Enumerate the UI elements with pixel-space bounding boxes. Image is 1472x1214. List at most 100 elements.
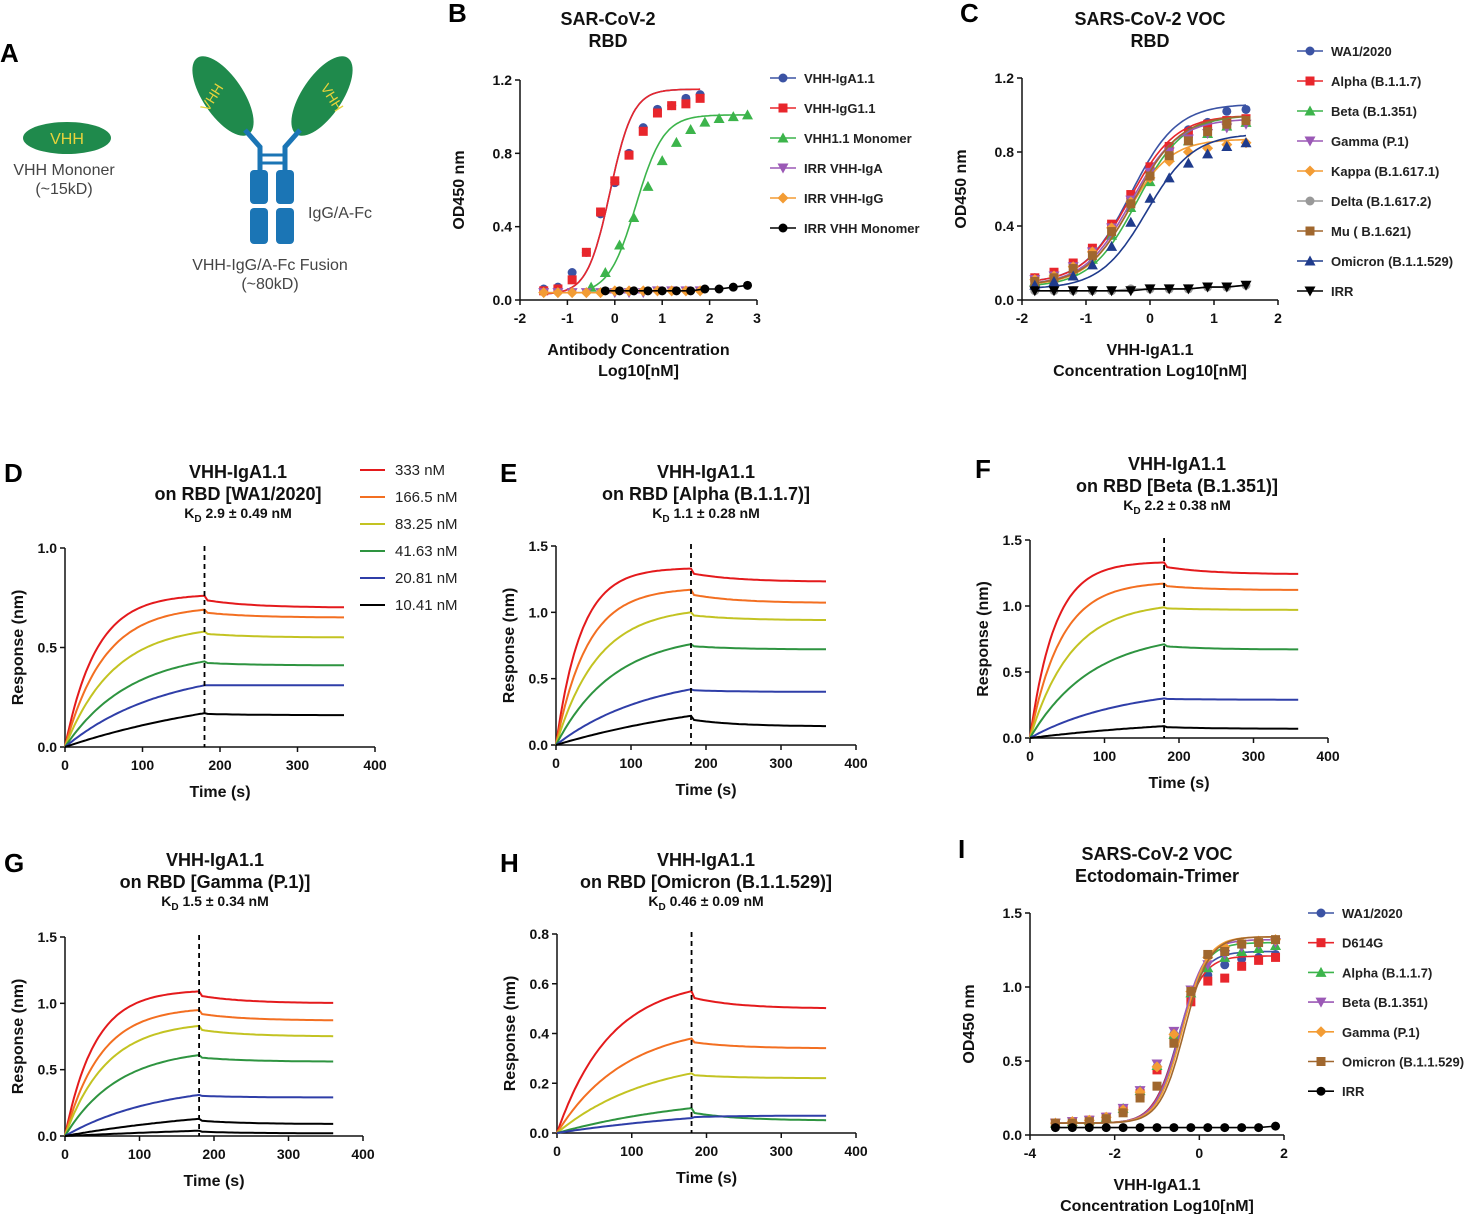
- data-point: [1145, 171, 1155, 181]
- x-axis-label: Log10[nM]: [598, 363, 679, 380]
- panel-e: E VHH-IgA1.1on RBD [Alpha (B.1.1.7)] 0.0 0.…: [500, 458, 868, 799]
- sensorgram-20-81-nM: [64, 684, 344, 748]
- data-point: [1186, 1123, 1196, 1133]
- x-axis-label: Time (s): [676, 1170, 737, 1187]
- x-axis-label: Time (s): [675, 782, 736, 799]
- legend-label: Omicron (B.1.1.529): [1342, 1055, 1464, 1070]
- data-point: [624, 150, 634, 160]
- legend-label: WA1/2020: [1331, 44, 1392, 59]
- chart-title: SARS-CoV-2 VOC: [1074, 9, 1225, 29]
- data-point: [638, 126, 648, 136]
- data-point: [1152, 1081, 1162, 1091]
- fit-curve: [1055, 950, 1276, 1124]
- data-point: [1186, 997, 1196, 1007]
- y-tick-label: 1.0: [1003, 979, 1023, 995]
- data-point: [1271, 952, 1281, 962]
- fit-curve: [1034, 284, 1247, 292]
- data-point: [1084, 1123, 1094, 1133]
- series-alpha-b-1-1-7-: [1049, 940, 1282, 1128]
- series-vhh-iga1-1: [539, 88, 705, 295]
- data-point: [1084, 1117, 1094, 1127]
- data-point: [610, 176, 620, 186]
- data-point: [1048, 286, 1060, 297]
- data-point: [1048, 276, 1060, 286]
- sensorgram-5-2-nM: [64, 1129, 334, 1137]
- chart-title: on RBD [Gamma (P.1)]: [120, 872, 311, 892]
- x-tick-label: 300: [277, 1146, 301, 1162]
- data-point: [1237, 961, 1247, 971]
- data-point: [1126, 199, 1136, 209]
- data-point: [552, 287, 564, 299]
- legend-label: IRR: [1342, 1084, 1365, 1099]
- data-point: [1220, 960, 1230, 970]
- data-point: [599, 267, 611, 277]
- chart-title: VHH-IgA1.1: [1128, 454, 1226, 474]
- sensorgram-83-25-nM: [64, 1024, 334, 1137]
- data-point: [743, 280, 753, 290]
- sensorgram-166-5-nM: [556, 1037, 827, 1134]
- series-kappa-b-1-617-1-: [1029, 137, 1252, 286]
- y-tick-label: 0.0: [995, 292, 1015, 308]
- legend-item: IRR VHH-IgG: [770, 191, 883, 206]
- panel-g: G VHH-IgA1.1on RBD [Gamma (P.1)] 0.0 0.5 1.0…: [4, 848, 375, 1190]
- fit-curve: [1034, 134, 1247, 289]
- chart-title: VHH-IgA1.1: [189, 462, 287, 482]
- y-tick-label: 1.0: [1003, 598, 1023, 614]
- data-point: [1254, 938, 1264, 948]
- data-point: [657, 286, 667, 296]
- fit-curve: [543, 88, 701, 295]
- x-tick-label: 0: [553, 1143, 561, 1159]
- x-tick-label: 2: [1280, 1145, 1288, 1161]
- data-point: [1164, 151, 1174, 161]
- y-tick-label: 0.4: [493, 219, 513, 235]
- chart-title: RBD: [1131, 31, 1170, 51]
- data-point: [1135, 1093, 1145, 1103]
- data-point: [1067, 270, 1079, 281]
- series-vhh-igg1-1: [539, 88, 705, 296]
- legend-label: WA1/2020: [1342, 906, 1403, 921]
- series-gamma-p-1-: [1029, 119, 1252, 286]
- x-tick-label: 200: [694, 755, 718, 771]
- legend-item: IRR: [1297, 284, 1354, 299]
- y-tick-label: 0.5: [529, 671, 549, 687]
- sensorgram-20-81-nM: [555, 688, 826, 746]
- data-point: [1183, 136, 1193, 146]
- x-tick-label: 1: [1210, 310, 1218, 326]
- x-axis-label: Concentration Log10[nM]: [1060, 1198, 1254, 1214]
- legend-label: VHH-IgG1.1: [804, 101, 876, 116]
- x-tick-label: -4: [1024, 1145, 1037, 1161]
- chart-title: Ectodomain-Trimer: [1075, 866, 1239, 886]
- y-tick-label: 1.0: [38, 995, 58, 1011]
- legend-item: VHH-IgA1.1: [770, 71, 875, 86]
- series-alpha-b-1-1-7-: [1030, 114, 1251, 283]
- series-irr: [1029, 280, 1252, 297]
- x-axis-label: Time (s): [189, 784, 250, 801]
- y-tick-label: 1.5: [1003, 532, 1023, 548]
- kd-value: KD 0.46 ± 0.09 nM: [648, 893, 763, 913]
- sensorgram-83-25-nM: [1029, 606, 1299, 739]
- y-tick-label: 0.5: [38, 1062, 58, 1078]
- x-axis-label: Time (s): [183, 1173, 244, 1190]
- data-point: [1220, 946, 1230, 956]
- data-point: [1168, 1028, 1180, 1040]
- data-point: [1240, 137, 1252, 148]
- legend-label: Mu ( B.1.621): [1331, 224, 1411, 239]
- kd-value: KD 2.2 ± 0.38 nM: [1123, 497, 1231, 517]
- legend-item: 333 nM: [360, 462, 445, 479]
- sensorgram-41-63-nM: [64, 1054, 334, 1137]
- data-point: [643, 286, 653, 296]
- x-tick-label: 200: [695, 1143, 719, 1159]
- data-point: [1182, 284, 1194, 295]
- data-point: [1241, 116, 1251, 126]
- panel-label: G: [4, 848, 24, 878]
- fit-curve: [1034, 138, 1247, 285]
- legend-label: 333 nM: [395, 462, 445, 479]
- panel-label: D: [4, 458, 23, 488]
- series-irr-vhh-monomer: [600, 280, 753, 296]
- data-point: [1254, 1123, 1264, 1133]
- data-point: [652, 108, 662, 118]
- series-beta-b-1-351-: [1029, 115, 1252, 286]
- x-tick-label: 0: [552, 755, 560, 771]
- data-point: [1145, 162, 1155, 172]
- sensorgram-20-81-nM: [1029, 697, 1299, 739]
